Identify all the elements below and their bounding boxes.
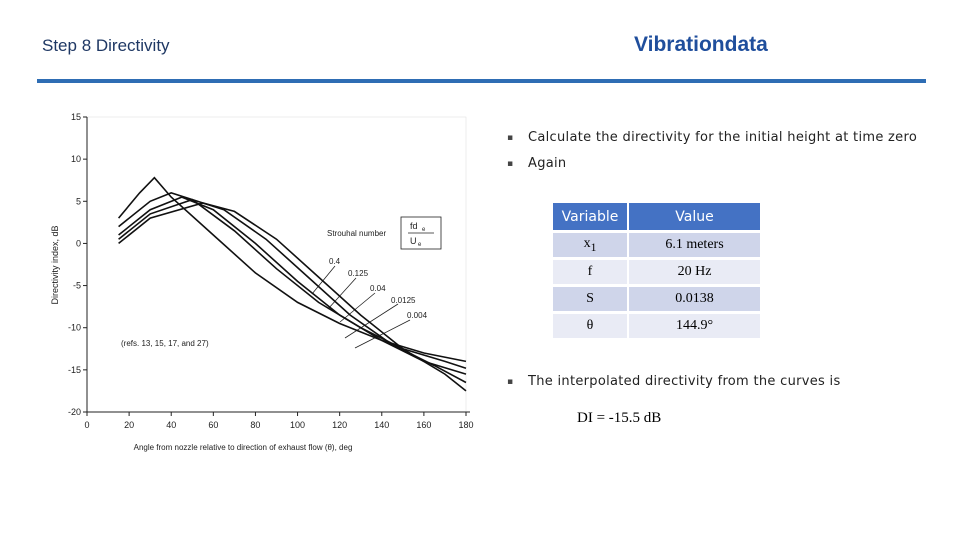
table-cell: x1	[553, 233, 629, 257]
fraction-box	[400, 216, 442, 250]
var-symbol: x	[583, 236, 591, 252]
table-cell: 20 Hz	[629, 260, 760, 284]
plot-area	[86, 116, 467, 413]
figure-note: (refs. 13, 15, 17, and 27)	[121, 339, 209, 348]
x-tick-label: 20	[124, 420, 134, 430]
y-tick-label: 15	[71, 112, 81, 122]
bullet-text: The interpolated directivity from the cu…	[528, 374, 841, 389]
label-arrows	[311, 265, 411, 349]
fraction-den: U	[410, 236, 417, 246]
table-cell: θ	[553, 314, 629, 338]
curve-label: 0.0125	[391, 296, 416, 305]
table-header: Variable	[553, 203, 629, 230]
table-header: Value	[629, 203, 760, 230]
curve	[117, 176, 467, 363]
var-subscript: 1	[590, 240, 597, 254]
fraction-den-sub: e	[418, 242, 422, 248]
curve-label: 0.04	[370, 284, 386, 293]
x-tick-label: 120	[332, 420, 347, 430]
curve-label: 0.125	[348, 269, 369, 278]
header-rule	[37, 79, 926, 83]
curve-label: 0.004	[407, 311, 428, 320]
bullet: ▪	[507, 377, 514, 387]
y-axis-label: Directivity index, dB	[50, 225, 60, 304]
table-cell: f	[553, 260, 629, 284]
curve	[118, 192, 467, 369]
x-tick-label: 140	[374, 420, 389, 430]
result: DI = -15.5 dB	[577, 410, 662, 426]
y-tick-label: -5	[73, 281, 81, 291]
bullet-text: Calculate the directivity for the initia…	[528, 130, 918, 145]
fraction-num: fd	[410, 221, 418, 231]
table-cell: 144.9°	[629, 314, 760, 338]
curve-label: 0.4	[329, 257, 341, 266]
x-tick-label: 100	[290, 420, 305, 430]
slide-title: Step 8 Directivity	[42, 36, 170, 55]
y-tick-label: -15	[68, 365, 81, 375]
y-tick-label: -20	[68, 407, 81, 417]
y-tick-label: 5	[76, 196, 81, 206]
x-tick-label: 160	[416, 420, 431, 430]
fraction-num-sub: e	[422, 227, 426, 233]
x-tick-label: 0	[84, 420, 89, 430]
x-tick-label: 180	[458, 420, 473, 430]
x-tick-label: 40	[166, 420, 176, 430]
x-axis-label: Angle from nozzle relative to direction …	[134, 443, 353, 452]
y-tick-label: -10	[68, 323, 81, 333]
bullet-text: Again	[528, 156, 567, 171]
curve	[118, 196, 467, 375]
strouhal-label: Strouhal number	[327, 229, 386, 238]
table-cell: 6.1 meters	[629, 233, 760, 257]
y-tick-label: 0	[76, 238, 81, 248]
curve	[118, 202, 467, 392]
bullet: ▪	[507, 159, 514, 169]
table-cell: 0.0138	[629, 287, 760, 311]
y-tick-label: 10	[71, 154, 81, 164]
brand: Vibrationdata	[634, 33, 768, 56]
x-tick-label: 60	[208, 420, 218, 430]
x-tick-label: 80	[250, 420, 260, 430]
bullet: ▪	[507, 133, 514, 143]
table-cell: S	[553, 287, 629, 311]
variable-table: Variable Value x1 6.1 meters f 20 Hz S 0.013…	[553, 200, 760, 341]
